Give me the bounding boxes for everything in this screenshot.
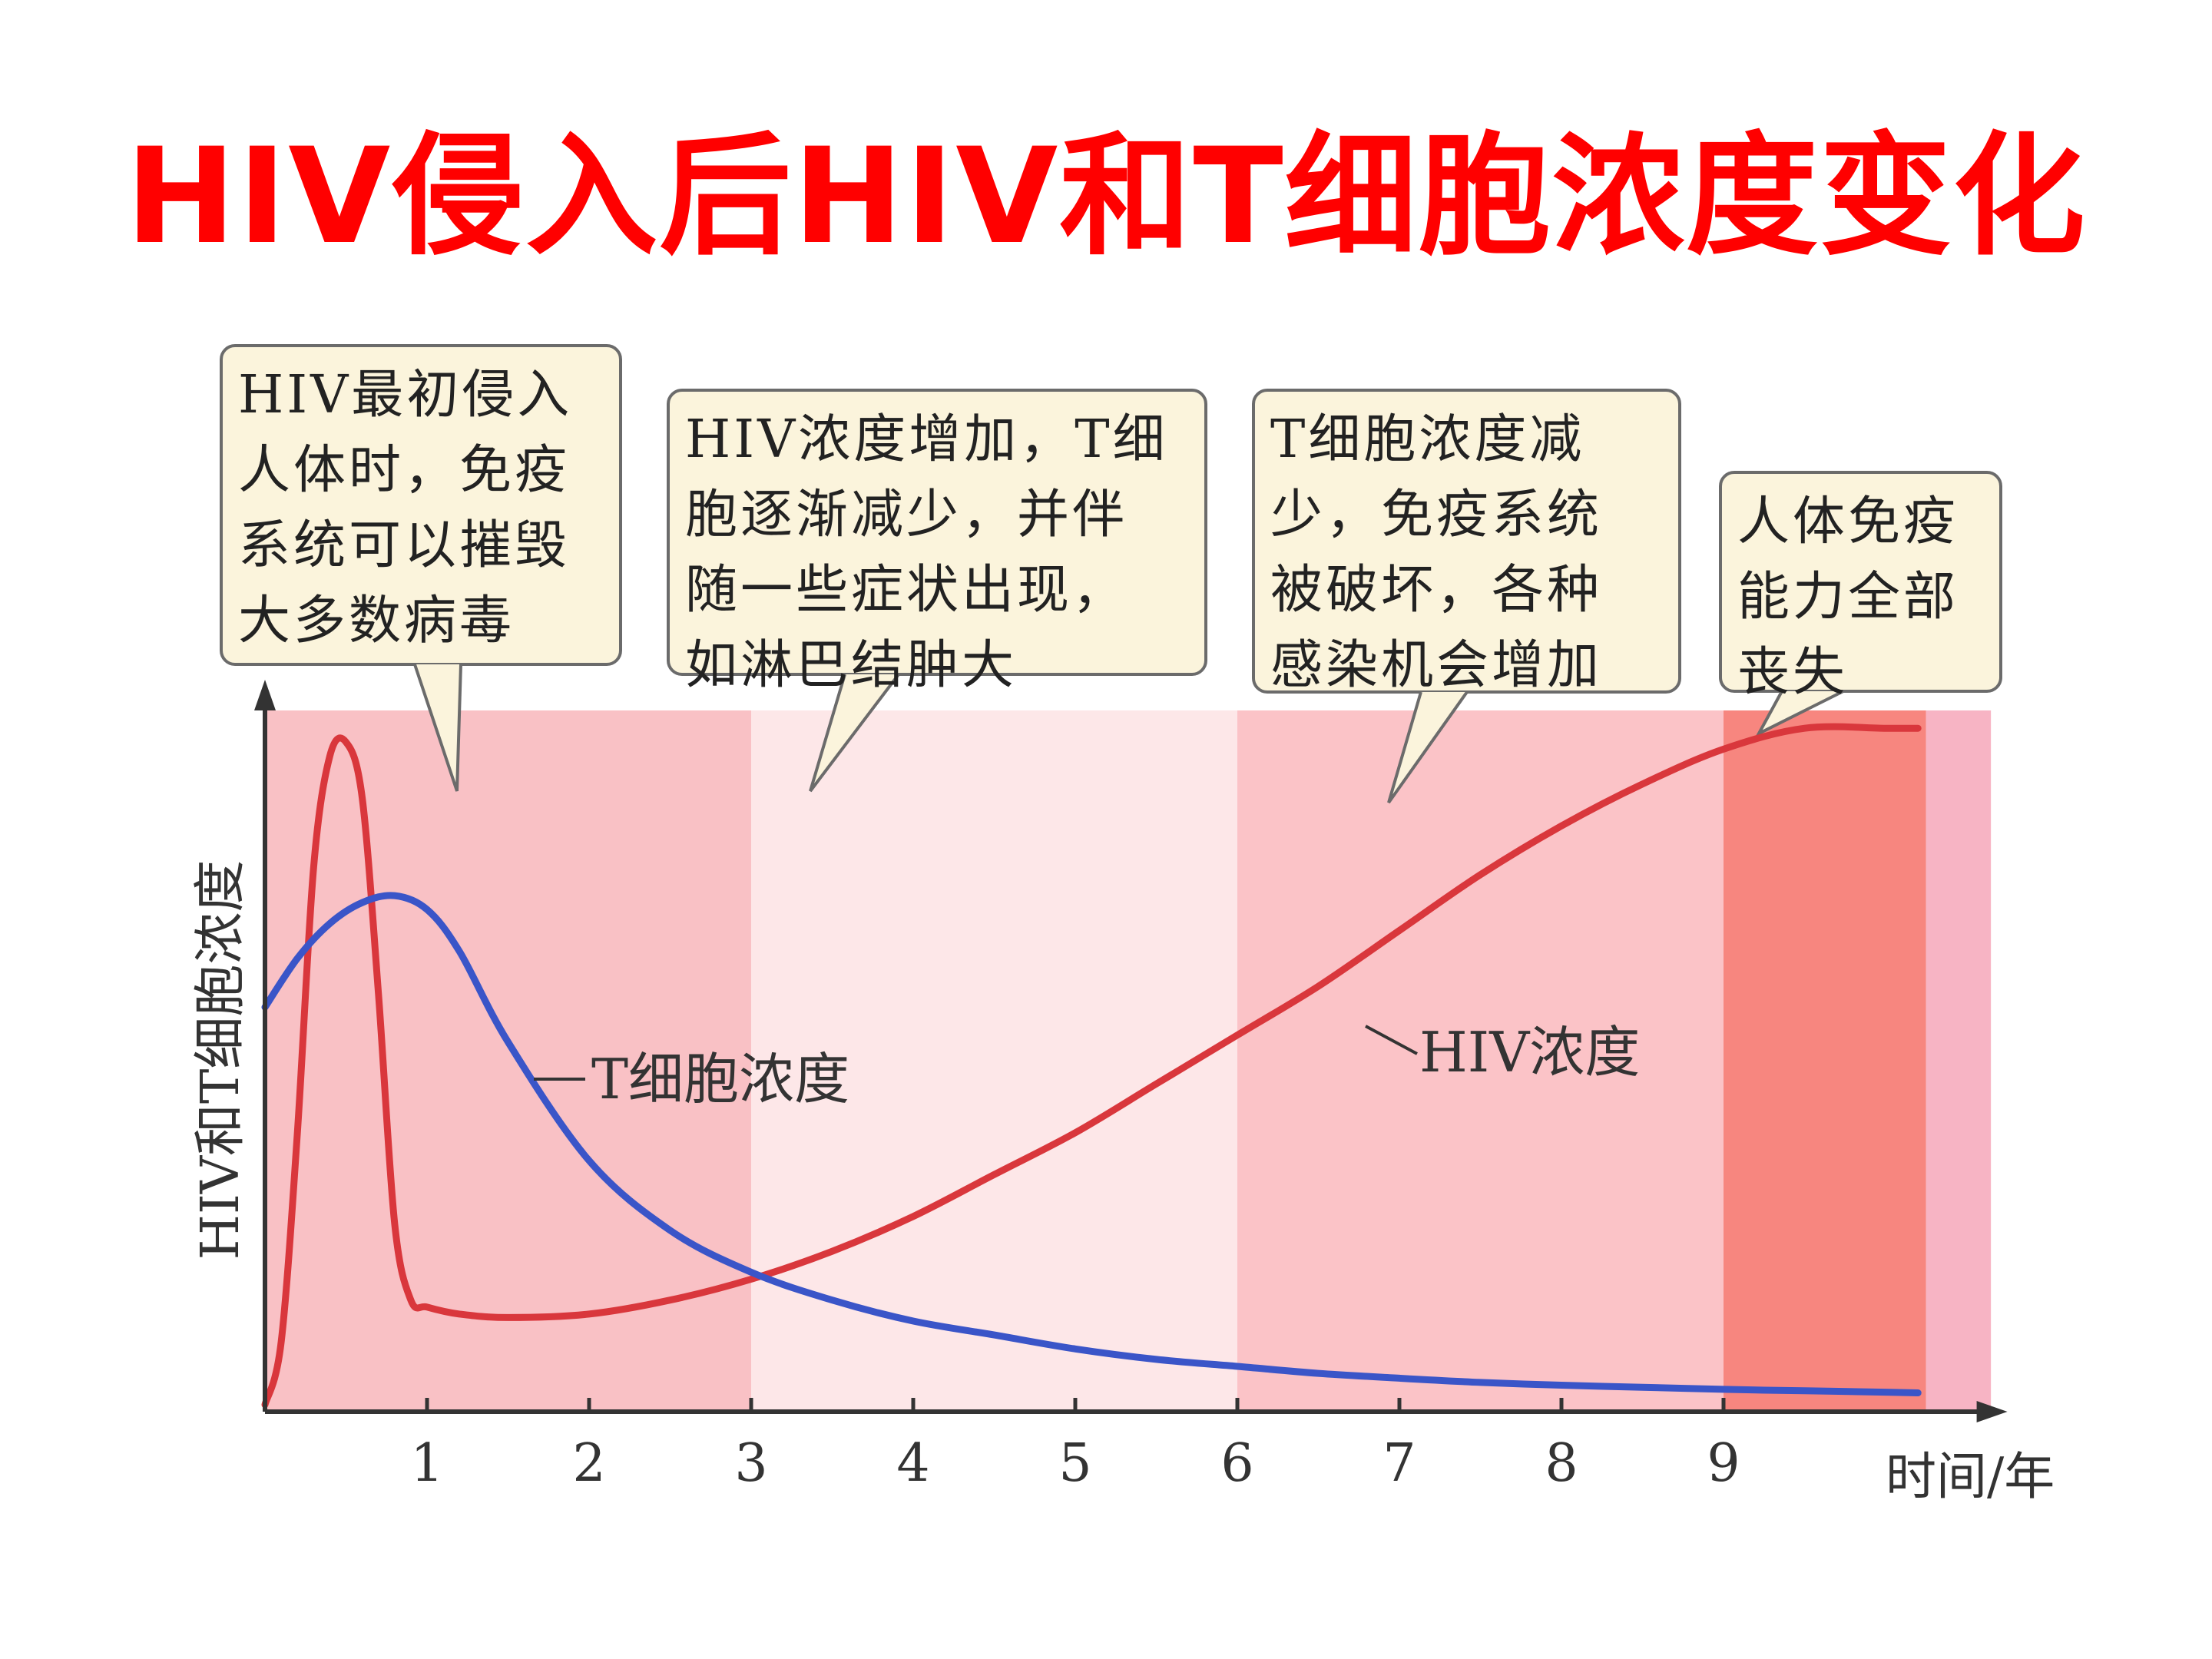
series-labels: HIV浓度 T细胞浓度 [534,1020,1640,1111]
callout-hiv-increase-text: HIV浓度增加，T细 胞逐渐减少，并伴 随一些症状出现， 如淋巴结肿大 [685,409,1168,696]
y-axis-arrow-icon [254,680,276,710]
callouts [220,344,2002,804]
x-ticks: 1 2 3 4 5 6 7 8 9 [410,1398,1740,1494]
phase-band-1 [751,710,1237,1412]
callout-bubble-0 [220,344,622,792]
callout-bubble-2 [1252,389,1681,804]
phase-band-2 [1237,710,1724,1412]
axes [254,680,2008,1422]
x-tick-label: 7 [1382,1433,1416,1494]
callout-initial-infection-text: HIV最初侵入 人体时，免疫 系统可以摧毁 大多数病毒 [238,365,573,651]
callout-immunity-lost-text: 人体免疫 能力全部 丧失 [1737,492,1959,703]
x-tick-label: 5 [1058,1433,1091,1494]
callout-bubble-1 [667,389,1207,793]
callout-bubble-3 [1719,471,2002,737]
callout-immune-damage-text: T细胞浓度减 少，免疫系统 被破坏，各种 感染机会增加 [1270,409,1603,696]
series-label: T细胞浓度 [591,1047,849,1111]
series-line-0 [261,723,1922,1409]
series-label: HIV浓度 [1419,1020,1640,1084]
x-tick-label: 4 [896,1433,929,1494]
series-line-1 [261,892,1922,1396]
phase-backgrounds [265,710,1992,1412]
x-tick-label: 6 [1220,1433,1253,1494]
x-tick-label: 3 [734,1433,767,1494]
x-axis-arrow-icon [1976,1401,2008,1422]
y-axis-label: HIV和T细胞浓度 [190,860,251,1260]
x-tick-label: 9 [1707,1433,1740,1494]
phase-band-4 [1926,710,1992,1412]
series-label-leader [1365,1025,1418,1055]
page-title: HIV侵入后HIV和T细胞浓度变化 [125,119,2087,273]
x-axis-label: 时间/年 [1886,1447,2055,1506]
x-tick-label: 1 [410,1433,443,1494]
x-tick-label: 2 [572,1433,605,1494]
series [261,723,1922,1409]
x-tick-label: 8 [1545,1433,1578,1494]
phase-band-0 [265,710,751,1412]
phase-band-3 [1724,710,1926,1412]
